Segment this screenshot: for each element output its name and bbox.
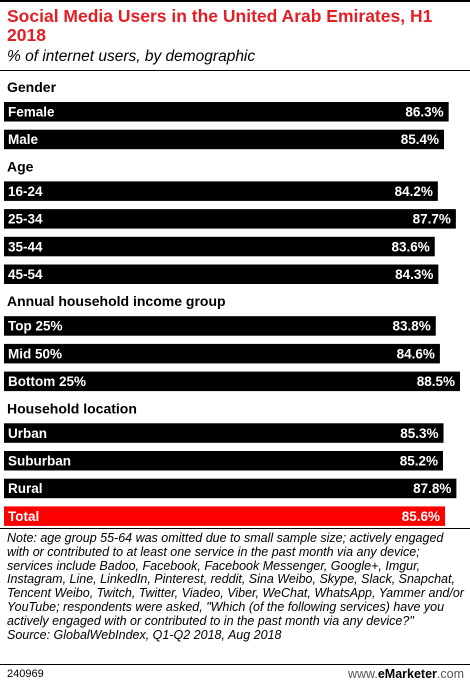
bar-rural-bar	[4, 478, 457, 499]
bar-male-bar	[4, 129, 445, 150]
bar-total-label: Total	[8, 509, 39, 524]
bar-35-44-value: 83.6%	[391, 239, 429, 254]
group-header-household-location: Household location	[7, 400, 137, 416]
bar-chart: Gender Female 86.3% Male 85.4% Age 16-24 84.2% 2…	[4, 79, 460, 526]
group-header-gender: Gender	[7, 79, 57, 95]
bar-mid-50-value: 84.6%	[397, 346, 435, 361]
bar-16-24-label: 16-24	[8, 184, 43, 199]
notes-rule	[0, 528, 470, 529]
brand-logo[interactable]: www.eMarketer.com	[348, 667, 464, 681]
bar-total-bar	[4, 506, 446, 526]
chart-notes: Note: age group 55-64 was omitted due to…	[7, 531, 465, 642]
group-header-age: Age	[7, 158, 34, 174]
bar-suburban-bar	[4, 451, 443, 471]
bar-male-value: 85.4%	[401, 132, 439, 147]
bar-female-label: Female	[8, 105, 55, 120]
bar-45-54-label: 45-54	[8, 267, 43, 282]
chart-id: 240969	[7, 668, 44, 680]
bar-total-value: 85.6%	[402, 509, 440, 524]
bar-female-bar	[4, 102, 449, 122]
bar-bottom-25-bar	[4, 371, 460, 392]
bar-25-34-value: 87.7%	[413, 212, 451, 227]
bar-mid-50-label: Mid 50%	[8, 346, 62, 361]
bar-suburban-label: Suburban	[8, 454, 71, 469]
brand-suffix: .com	[436, 667, 464, 681]
bar-16-24-value: 84.2%	[395, 184, 433, 199]
footer-rule	[0, 664, 470, 665]
brand-name: eMarketer	[377, 667, 437, 681]
bar-35-44-bar	[4, 236, 435, 257]
bar-rural-label: Rural	[8, 481, 43, 496]
bar-16-24-bar	[4, 181, 438, 201]
bar-bottom-25-value: 88.5%	[417, 374, 455, 389]
source-text: Source: GlobalWebIndex, Q1-Q2 2018, Aug …	[7, 627, 282, 642]
group-header-annual-household-income-group: Annual household income group	[7, 293, 226, 309]
bar-rural-value: 87.8%	[413, 481, 451, 496]
bar-45-54-value: 84.3%	[395, 267, 433, 282]
bar-suburban-value: 85.2%	[400, 454, 438, 469]
bar-urban-value: 85.3%	[400, 426, 438, 441]
note-text: Note: age group 55-64 was omitted due to…	[7, 531, 464, 628]
bar-25-34-label: 25-34	[8, 212, 43, 227]
bar-35-44-label: 35-44	[8, 239, 43, 254]
chart-subtitle: % of internet users, by demographic	[7, 48, 256, 65]
bar-urban-bar	[4, 423, 444, 443]
bar-top-25-bar	[4, 316, 436, 336]
bar-top-25-label: Top 25%	[8, 319, 63, 334]
bar-bottom-25-label: Bottom 25%	[8, 374, 86, 389]
header-rule	[0, 70, 470, 71]
bar-female-value: 86.3%	[405, 105, 443, 120]
bar-top-25-value: 83.8%	[393, 319, 431, 334]
bar-mid-50-bar	[4, 343, 440, 364]
bar-25-34-bar	[4, 209, 456, 229]
chart-title: Social Media Users in the United Arab Em…	[7, 6, 433, 45]
top-rule	[0, 0, 470, 2]
bar-male-label: Male	[8, 132, 39, 147]
bar-45-54-bar	[4, 264, 439, 284]
bar-urban-label: Urban	[8, 426, 47, 441]
brand-prefix: www.	[347, 667, 378, 681]
